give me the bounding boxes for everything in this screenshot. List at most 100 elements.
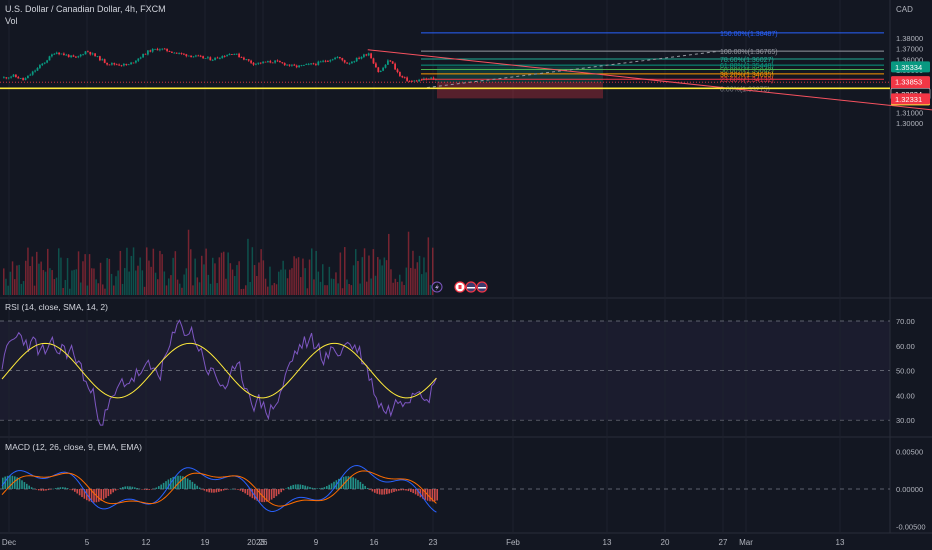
candle xyxy=(197,55,200,57)
volume-bar xyxy=(55,277,58,295)
candle xyxy=(358,57,360,59)
volume-bar xyxy=(374,275,377,295)
candle xyxy=(319,61,322,63)
volume-bar xyxy=(110,273,113,295)
volume-bar xyxy=(372,249,375,295)
volume-bar xyxy=(192,285,194,295)
candle xyxy=(240,57,243,58)
volume-bar xyxy=(355,249,357,295)
volume-bar xyxy=(291,268,293,295)
candle xyxy=(324,60,327,62)
time-tick: Feb xyxy=(506,538,520,547)
candle xyxy=(360,56,363,59)
volume-bar xyxy=(49,268,51,295)
time-tick: Mar xyxy=(739,538,753,547)
volume-bar xyxy=(220,252,223,295)
candle xyxy=(228,53,231,56)
event-icons xyxy=(431,281,488,293)
macd-hist-bar xyxy=(50,489,52,490)
volume-bar xyxy=(121,283,124,295)
candles xyxy=(3,47,437,83)
macd-hist-bar xyxy=(141,489,143,490)
volume-bar xyxy=(297,257,300,295)
macd-hist-bar xyxy=(148,489,150,490)
volume-bar xyxy=(205,248,207,295)
volume-bar xyxy=(22,281,25,295)
volume-bar xyxy=(183,274,185,295)
time-tick: 16 xyxy=(370,538,379,547)
volume-bar xyxy=(388,233,390,295)
volume-bar xyxy=(328,266,331,295)
volume-bar xyxy=(267,286,269,295)
macd-hist-bar xyxy=(302,484,304,489)
macd-hist-bar xyxy=(213,489,215,493)
price-badge-text: 1.32331 xyxy=(895,95,922,104)
candle xyxy=(87,51,89,53)
candle xyxy=(123,63,125,66)
candle xyxy=(163,48,166,50)
candle xyxy=(31,71,34,75)
position-loss-zone xyxy=(437,82,603,99)
fib-level-label: 150.00%(1.38487) xyxy=(720,31,778,38)
candle xyxy=(43,62,46,64)
candle xyxy=(84,51,87,55)
macd-hist-bar xyxy=(16,477,18,489)
candle xyxy=(5,77,8,79)
time-tick: 12 xyxy=(142,538,151,547)
candle xyxy=(108,64,111,66)
macd-tick: -0.00500 xyxy=(896,523,926,532)
volume-bar xyxy=(16,265,18,295)
macd-hist-bar xyxy=(383,489,386,495)
volume-bar xyxy=(18,264,20,295)
volume-bar xyxy=(141,270,144,295)
volume-bar xyxy=(262,260,265,295)
candle xyxy=(63,53,65,56)
volume-bar xyxy=(396,281,399,295)
macd-hist-bar xyxy=(165,481,167,489)
volume-bar xyxy=(429,284,432,295)
fib-level-label: 38.20%(1.34635) xyxy=(720,72,774,79)
macd-hist-bar xyxy=(258,489,261,502)
candle xyxy=(67,54,70,58)
volume-bar xyxy=(179,283,181,295)
candle xyxy=(305,64,308,65)
macd-hist-bar xyxy=(357,480,359,489)
volume-bar xyxy=(187,229,190,295)
candle xyxy=(271,62,274,64)
candle xyxy=(91,53,94,55)
macd-hist-bar xyxy=(270,489,273,500)
candle xyxy=(288,64,291,66)
candle xyxy=(259,62,262,64)
macd-hist-bar xyxy=(242,489,244,492)
macd-hist-bar xyxy=(201,489,203,490)
candle xyxy=(411,81,413,82)
price-badge: 1.32331 xyxy=(891,93,930,105)
candle xyxy=(312,63,315,65)
macd-hist-bar xyxy=(105,489,107,498)
macd-hist-bar xyxy=(4,476,6,489)
candle xyxy=(3,77,5,79)
volume-bar xyxy=(418,255,421,295)
candle xyxy=(103,59,106,63)
volume-bar xyxy=(346,279,348,295)
volume-bar xyxy=(306,288,309,295)
volume-bar xyxy=(399,274,401,295)
candle xyxy=(24,78,27,80)
candle xyxy=(317,61,320,65)
candle xyxy=(79,54,82,57)
volume-bar xyxy=(311,248,313,295)
macd-hist-bar xyxy=(354,478,357,489)
fib-retracement: 150.00%(1.38487) 100.00%(1.36765)78.60%(1… xyxy=(420,31,884,93)
volume-bar xyxy=(359,283,361,295)
time-tick: 9 xyxy=(314,538,319,547)
volume-bar xyxy=(77,251,80,295)
candle xyxy=(274,60,276,63)
macd-hist-bar xyxy=(410,489,412,492)
volume-label: Vol xyxy=(5,16,18,26)
candle xyxy=(204,58,207,59)
candle xyxy=(245,59,248,61)
volume-bar xyxy=(117,270,119,295)
volume-bar xyxy=(370,278,372,295)
macd-hist-bar xyxy=(309,487,311,489)
